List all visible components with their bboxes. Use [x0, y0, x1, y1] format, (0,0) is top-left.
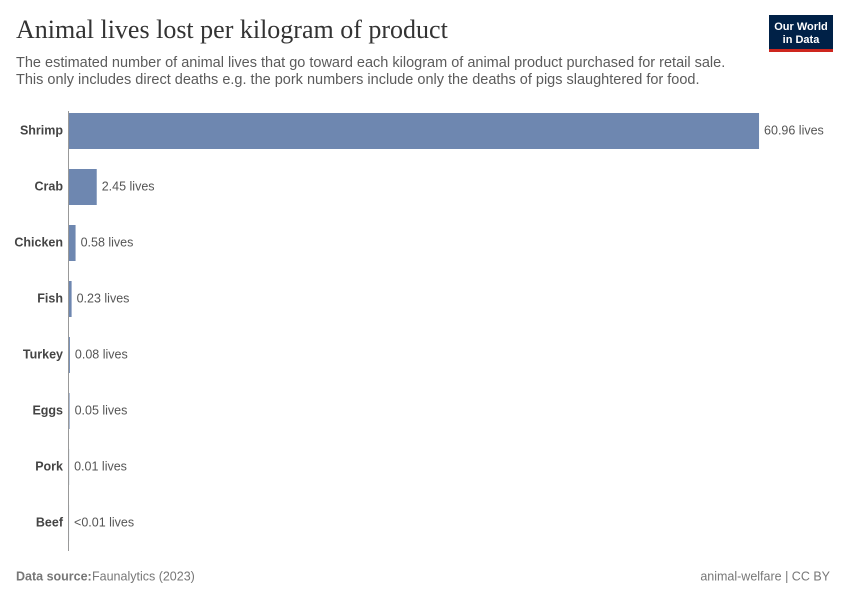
logo-stripe [769, 49, 833, 52]
bar [69, 225, 76, 261]
subtitle: The estimated number of animal lives tha… [16, 55, 725, 71]
note: animal-welfare | CC BY [700, 569, 830, 583]
value-label: <0.01 lives [74, 515, 134, 529]
category-label: Fish [37, 291, 63, 305]
logo-text: Our World [774, 21, 828, 33]
logo: Our World in Data [769, 15, 833, 52]
bar [69, 113, 760, 149]
bar [69, 169, 97, 205]
source: Faunalytics (2023) [92, 569, 195, 583]
value-label: 0.05 lives [75, 403, 128, 417]
bar [69, 281, 72, 317]
category-label: Eggs [32, 403, 63, 417]
category-label: Shrimp [20, 123, 63, 137]
value-label: 0.23 lives [77, 291, 130, 305]
bar [69, 337, 70, 373]
value-label: 60.96 lives [764, 123, 824, 137]
value-label: 0.58 lives [81, 235, 134, 249]
value-label: 2.45 lives [102, 179, 155, 193]
category-label: Chicken [14, 235, 63, 249]
logo-text: in Data [783, 34, 821, 46]
source-label: Data source: [16, 569, 92, 583]
logo-box [769, 15, 833, 50]
chart-title: Animal lives lost per kilogram of produc… [16, 15, 449, 44]
subtitle: This only includes direct deaths e.g. th… [16, 72, 700, 88]
category-label: Beef [36, 515, 64, 529]
value-label: 0.01 lives [74, 459, 127, 473]
category-label: Crab [35, 179, 64, 193]
value-label: 0.08 lives [75, 347, 128, 361]
category-label: Pork [35, 459, 63, 473]
category-label: Turkey [23, 347, 63, 361]
bar [69, 393, 70, 429]
